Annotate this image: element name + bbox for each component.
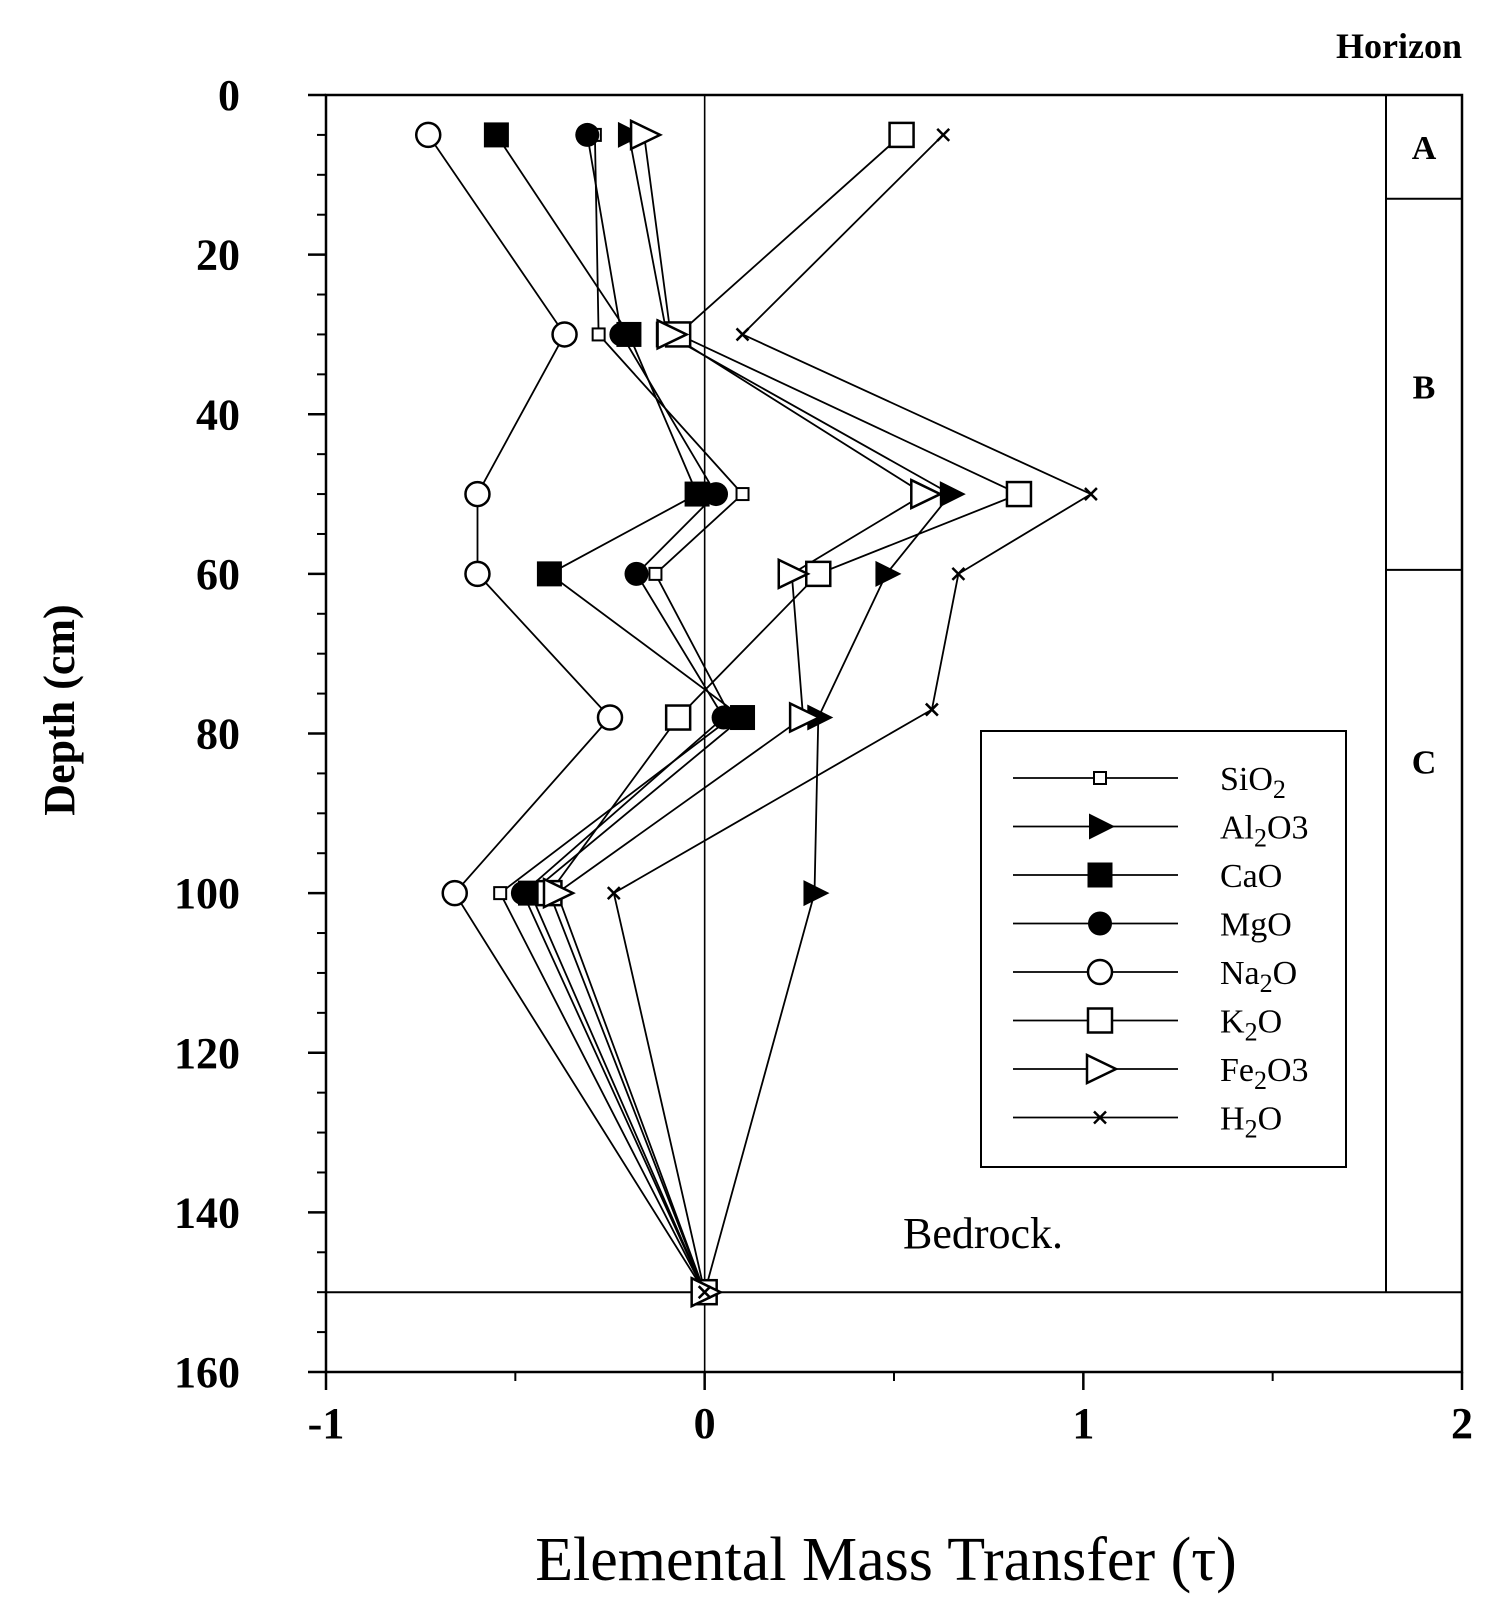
x-tick-label: 1	[1072, 1399, 1094, 1448]
horizon-label-C: C	[1412, 744, 1437, 781]
legend-item-Na2O: Na2O	[1013, 955, 1297, 998]
legend-item-MgO: MgO	[1013, 907, 1292, 944]
data-point-Na2O	[464, 560, 491, 588]
legend-marker	[1089, 813, 1115, 840]
horizon-panel: A B C	[1386, 130, 1462, 781]
legend-item-H2O: H2O	[1013, 1101, 1282, 1144]
horizon-label-A: A	[1412, 130, 1437, 167]
data-point-MgO	[624, 561, 649, 586]
legend-marker	[1086, 1007, 1114, 1034]
y-tick-label: 140	[174, 1188, 240, 1237]
data-point-MgO	[609, 322, 634, 347]
data-point-H2O	[951, 566, 966, 581]
data-point-H2O	[697, 1285, 712, 1300]
legend-marker	[1093, 771, 1107, 785]
legend-marker	[1087, 862, 1113, 888]
legend-label: Fe2O3	[1220, 1052, 1309, 1095]
data-point-MgO	[704, 482, 729, 507]
data-point-H2O	[924, 702, 939, 717]
legend-label: SiO2	[1220, 761, 1286, 804]
data-point-H2O	[1084, 487, 1098, 501]
legend-label: Al2O3	[1220, 810, 1309, 853]
x-tick-label: 2	[1451, 1399, 1473, 1448]
data-point-CaO	[536, 561, 562, 587]
data-point-K2O	[1005, 480, 1033, 508]
axes: 0 20 40 60 80 100 120 140 160 -1 0 1 2	[174, 71, 1473, 1448]
horizon-label-B: B	[1413, 369, 1436, 406]
data-point-SiO2	[735, 487, 750, 502]
y-tick-label: 120	[174, 1029, 240, 1078]
legend-marker	[1086, 958, 1114, 986]
data-point-Na2O	[414, 121, 442, 149]
y-tick-label: 80	[196, 710, 240, 759]
legend-label: CaO	[1220, 858, 1282, 895]
data-point-Al2O3	[939, 481, 966, 508]
data-point-Na2O	[441, 879, 468, 907]
data-point-K2O	[664, 704, 692, 731]
horizon-title: Horizon	[1336, 26, 1462, 66]
y-tick-label: 40	[196, 390, 240, 439]
legend-box	[980, 730, 1347, 1168]
series-layer	[414, 118, 1098, 1309]
legend-item-Fe2O3: Fe2O3	[1013, 1052, 1309, 1095]
x-tick-label: 0	[694, 1399, 716, 1448]
y-tick-label: 160	[174, 1348, 240, 1397]
legend-marker	[1093, 1110, 1107, 1125]
y-tick-label: 20	[196, 231, 240, 280]
y-tick-label: 100	[174, 869, 240, 918]
data-point-Fe2O3	[910, 478, 944, 511]
x-axis-title: Elemental Mass Transfer (τ)	[535, 1526, 1237, 1594]
legend-item-K2O: K2O	[1013, 1004, 1282, 1047]
data-point-H2O	[606, 886, 621, 901]
legend: SiO2 Al2O3 CaO MgO Na2O K2O Fe2O3 H2O	[980, 730, 1347, 1168]
data-point-Na2O	[596, 704, 624, 731]
legend-label: Na2O	[1220, 955, 1297, 998]
data-point-Na2O	[464, 480, 491, 508]
data-point-Fe2O3	[777, 557, 811, 590]
legend-label: H2O	[1220, 1101, 1282, 1144]
data-point-SiO2	[493, 886, 508, 901]
data-point-CaO	[483, 122, 509, 148]
series-line-Na2O	[427, 134, 706, 1293]
data-point-Fe2O3	[788, 701, 822, 734]
legend-item-Al2O3: Al2O3	[1013, 810, 1309, 853]
data-point-K2O	[888, 121, 915, 149]
legend-label: MgO	[1220, 907, 1292, 944]
data-point-Na2O	[551, 321, 578, 348]
y-tick-label: 0	[218, 71, 240, 120]
legend-label: K2O	[1220, 1004, 1282, 1047]
data-point-MgO	[711, 705, 736, 730]
data-point-MgO	[575, 122, 600, 147]
data-point-MgO	[510, 881, 535, 906]
data-point-SiO2	[591, 327, 606, 342]
legend-item-SiO2: SiO2	[1013, 761, 1286, 804]
legend-marker	[1085, 1053, 1119, 1085]
data-point-SiO2	[648, 566, 663, 581]
legend-item-CaO: CaO	[1013, 858, 1282, 895]
series-line-MgO	[521, 134, 725, 1293]
data-point-Fe2O3	[542, 877, 576, 910]
y-axis-title: Depth (cm)	[35, 604, 84, 815]
x-tick-label: -1	[308, 1399, 345, 1448]
data-point-Fe2O3	[656, 318, 690, 351]
legend-marker	[1088, 911, 1112, 936]
bedrock-annotation: Bedrock.	[903, 1209, 1063, 1258]
data-point-Al2O3	[803, 880, 830, 907]
data-point-Al2O3	[875, 560, 902, 587]
y-tick-label: 60	[196, 550, 240, 599]
data-point-H2O	[936, 128, 951, 142]
data-point-Fe2O3	[629, 118, 663, 151]
data-point-H2O	[735, 327, 750, 342]
